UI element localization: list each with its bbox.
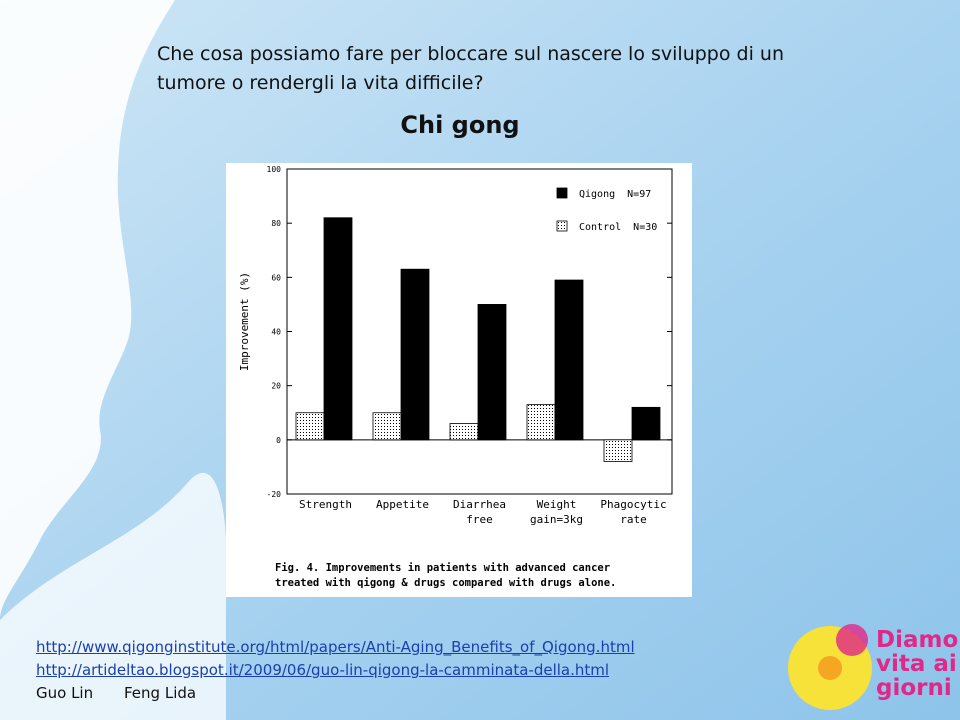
legend-label: Control N=30 bbox=[579, 222, 657, 233]
legend-swatch bbox=[556, 187, 568, 199]
question-line: Che cosa possiamo fare per bloccare sul … bbox=[157, 43, 784, 65]
x-tick-label: Appetite bbox=[376, 498, 429, 511]
bar bbox=[526, 404, 556, 441]
chart-image bbox=[226, 163, 692, 597]
x-tick-label: Weight gain=3kg bbox=[530, 498, 583, 526]
x-tick-label: Strength bbox=[299, 498, 352, 511]
link[interactable]: http://artideltao.blogspot.it/2009/06/gu… bbox=[36, 661, 610, 679]
silhouette bbox=[0, 0, 175, 620]
y-tick-label: 20 bbox=[271, 382, 281, 391]
bar bbox=[477, 304, 507, 441]
y-tick-label: 80 bbox=[271, 219, 281, 228]
link[interactable]: http://www.qigonginstitute.org/html/pape… bbox=[36, 638, 635, 656]
heading: Chi gong bbox=[400, 111, 519, 139]
bar bbox=[295, 412, 325, 441]
logo-text: vita ai bbox=[876, 651, 957, 677]
y-axis-label: Improvement (%) bbox=[238, 272, 251, 371]
caption: treated with qigong & drugs compared wit… bbox=[275, 577, 616, 589]
bar bbox=[603, 439, 633, 462]
bar bbox=[631, 406, 661, 441]
bar bbox=[323, 217, 353, 441]
legend-swatch bbox=[556, 220, 568, 232]
author: Feng Lida bbox=[124, 684, 197, 702]
y-tick-label: 0 bbox=[276, 436, 281, 445]
x-tick-label: Phagocytic rate bbox=[600, 498, 667, 526]
logo-text: giorni bbox=[876, 675, 952, 701]
y-tick-label: 40 bbox=[271, 328, 281, 337]
logo-flower bbox=[788, 624, 872, 710]
author: Guo Lin bbox=[36, 684, 94, 702]
y-tick-label: -20 bbox=[267, 490, 282, 499]
silhouette-neck bbox=[0, 472, 227, 720]
bar bbox=[400, 268, 430, 441]
question-line: tumore o rendergli la vita difficile? bbox=[157, 72, 484, 94]
logo-text: Diamo bbox=[876, 627, 959, 653]
caption: Fig. 4. Improvements in patients with ad… bbox=[275, 562, 610, 574]
bar bbox=[449, 423, 479, 441]
y-tick-label: 100 bbox=[267, 165, 282, 174]
bar bbox=[372, 412, 402, 441]
bar bbox=[554, 279, 584, 441]
x-tick-label: Diarrhea free bbox=[453, 498, 506, 526]
legend-label: Qigong N=97 bbox=[579, 189, 651, 200]
y-tick-label: 60 bbox=[271, 273, 281, 282]
